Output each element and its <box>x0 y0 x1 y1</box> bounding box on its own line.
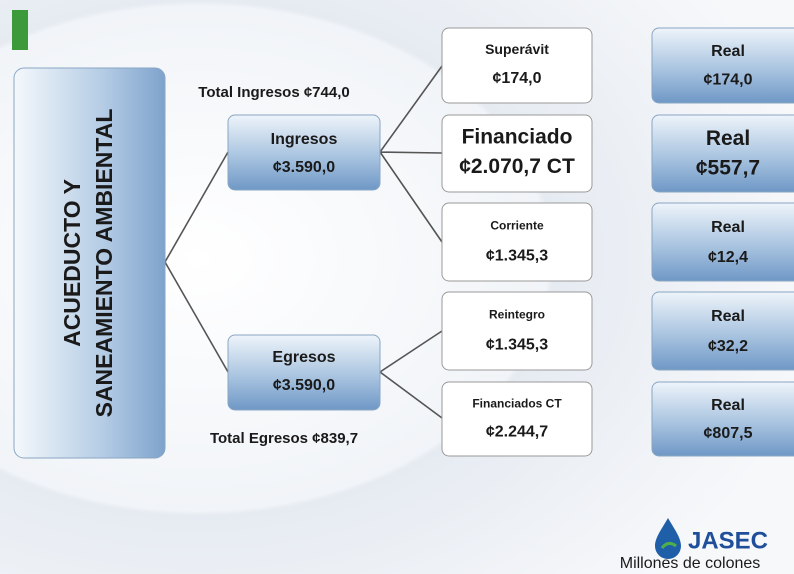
real-label: Real <box>711 219 745 236</box>
leaf-box <box>441 202 593 282</box>
leaf-box <box>441 291 593 371</box>
real-box <box>651 27 794 104</box>
leaf-box <box>441 27 593 104</box>
leaf-box <box>441 381 593 457</box>
leaf-label: Financiados CT <box>472 396 562 410</box>
total-label: Total Egresos ¢839,7 <box>210 430 358 447</box>
real-label: Real <box>711 308 745 325</box>
real-box <box>651 202 794 282</box>
root-title: SANEAMIENTO AMBIENTAL <box>91 109 117 418</box>
leaf-amount: ¢174,0 <box>493 70 542 87</box>
leaf-amount: ¢2.244,7 <box>486 424 548 441</box>
node-box <box>227 114 381 191</box>
logo-caption: Millones de colones <box>620 555 761 572</box>
real-amount: ¢12,4 <box>708 249 748 266</box>
real-amount: ¢32,2 <box>708 338 748 355</box>
leaf-label: Superávit <box>485 41 549 57</box>
logo-name: JASEC <box>688 527 768 554</box>
real-label: Real <box>706 127 750 150</box>
leaf-amount: ¢2.070,7 CT <box>459 155 575 178</box>
connectors <box>164 65 443 419</box>
real-label: Real <box>711 397 745 414</box>
leaf-label: Corriente <box>490 219 544 233</box>
real-box <box>651 291 794 371</box>
logo-icon-leaf <box>660 541 677 549</box>
leaf-amount: ¢1.345,3 <box>486 247 548 264</box>
root-title: ACUEDUCTO Y <box>59 179 85 347</box>
leaf-label: Reintegro <box>489 308 545 322</box>
real-label: Real <box>711 43 745 60</box>
accent-bar <box>12 10 28 50</box>
leaf-amount: ¢1.345,3 <box>486 336 548 353</box>
real-amount: ¢557,7 <box>696 156 760 179</box>
node-label: Egresos <box>272 349 335 366</box>
node-label: Ingresos <box>271 131 338 148</box>
node-box <box>227 334 381 411</box>
total-label: Total Ingresos ¢744,0 <box>198 84 349 101</box>
real-box <box>651 114 794 193</box>
node-amount: ¢3.590,0 <box>273 159 335 176</box>
real-amount: ¢807,5 <box>704 425 753 442</box>
root-box <box>13 67 166 459</box>
real-amount: ¢174,0 <box>704 72 753 89</box>
leaf-label: Financiado <box>462 126 573 149</box>
logo-icon <box>655 518 681 559</box>
node-amount: ¢3.590,0 <box>273 377 335 394</box>
real-box <box>651 381 794 457</box>
leaf-box <box>441 114 593 193</box>
